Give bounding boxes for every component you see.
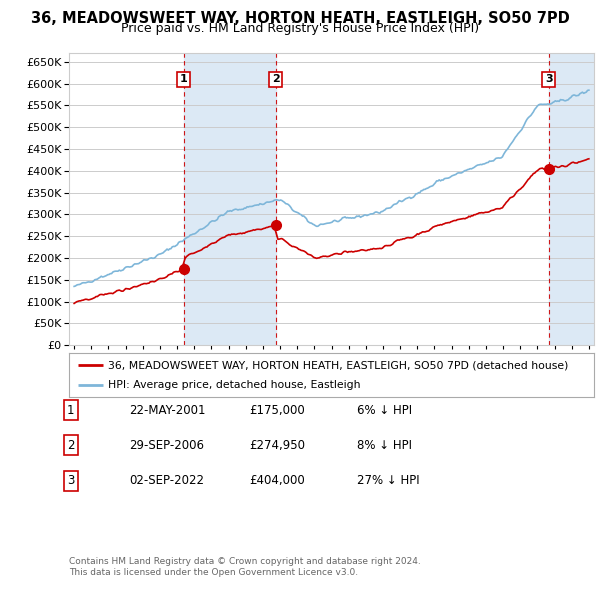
Text: 29-SEP-2006: 29-SEP-2006 [129, 439, 204, 452]
Text: 36, MEADOWSWEET WAY, HORTON HEATH, EASTLEIGH, SO50 7PD: 36, MEADOWSWEET WAY, HORTON HEATH, EASTL… [31, 11, 569, 25]
Bar [549, 53, 594, 345]
Text: 3: 3 [545, 74, 553, 84]
Text: This data is licensed under the Open Government Licence v3.0.: This data is licensed under the Open Gov… [69, 568, 358, 577]
Text: 36, MEADOWSWEET WAY, HORTON HEATH, EASTLEIGH, SO50 7PD (detached house): 36, MEADOWSWEET WAY, HORTON HEATH, EASTL… [109, 360, 569, 370]
Text: 02-SEP-2022: 02-SEP-2022 [129, 474, 204, 487]
Text: 8% ↓ HPI: 8% ↓ HPI [357, 439, 412, 452]
Text: 1: 1 [67, 404, 74, 417]
Text: £274,950: £274,950 [249, 439, 305, 452]
Text: 22-MAY-2001: 22-MAY-2001 [129, 404, 205, 417]
Bar [184, 53, 276, 345]
Text: Price paid vs. HM Land Registry's House Price Index (HPI): Price paid vs. HM Land Registry's House … [121, 22, 479, 35]
Text: 3: 3 [67, 474, 74, 487]
Text: 6% ↓ HPI: 6% ↓ HPI [357, 404, 412, 417]
Text: 2: 2 [272, 74, 280, 84]
Text: £175,000: £175,000 [249, 404, 305, 417]
Text: Contains HM Land Registry data © Crown copyright and database right 2024.: Contains HM Land Registry data © Crown c… [69, 558, 421, 566]
Text: £404,000: £404,000 [249, 474, 305, 487]
Text: 27% ↓ HPI: 27% ↓ HPI [357, 474, 419, 487]
Text: HPI: Average price, detached house, Eastleigh: HPI: Average price, detached house, East… [109, 380, 361, 389]
Text: 1: 1 [179, 74, 187, 84]
Text: 2: 2 [67, 439, 74, 452]
